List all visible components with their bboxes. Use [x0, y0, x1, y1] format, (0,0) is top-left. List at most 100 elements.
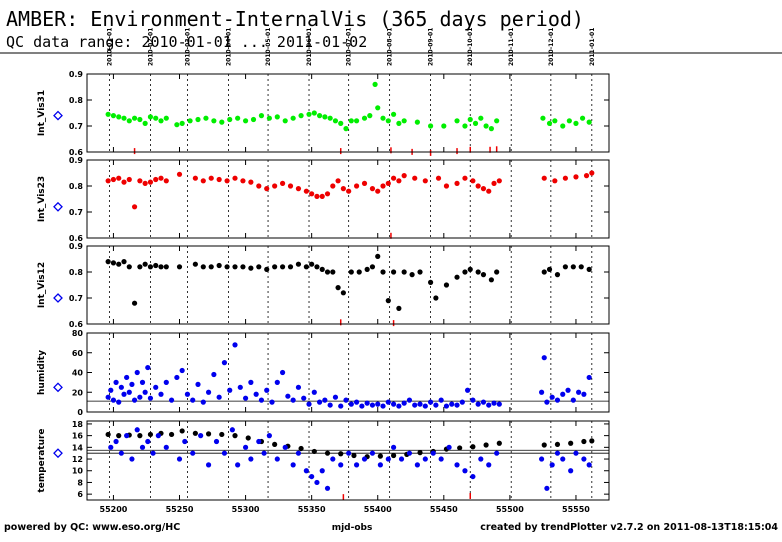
data-point: [232, 342, 238, 348]
data-point: [396, 403, 402, 409]
data-point: [105, 111, 111, 117]
data-point: [390, 175, 397, 181]
data-point: [464, 387, 471, 393]
data-point: [560, 123, 566, 129]
data-point: [248, 179, 254, 185]
data-point: [581, 391, 587, 397]
data-point: [353, 399, 360, 405]
data-point: [232, 433, 238, 439]
data-point: [108, 444, 114, 450]
data-point: [155, 433, 161, 439]
panel-humidity: 0 20 40 60 80 humidity: [37, 329, 610, 417]
y-tick-label: 0.6: [69, 148, 84, 157]
data-point: [581, 438, 587, 445]
data-point: [327, 115, 333, 121]
data-point: [544, 485, 550, 491]
data-point: [488, 277, 494, 283]
data-point: [295, 186, 302, 192]
month-label: 2010-04-01: [225, 28, 232, 66]
data-point: [240, 264, 246, 270]
data-point: [279, 180, 286, 186]
data-point: [335, 178, 341, 184]
page-subtitle: QC data range: 2010-01-01 ... 2011-01-02: [6, 33, 367, 51]
data-point: [377, 453, 383, 459]
data-point: [290, 397, 296, 403]
data-point: [406, 450, 413, 456]
data-point: [163, 115, 169, 121]
data-point: [539, 456, 545, 462]
data-point: [139, 379, 146, 385]
data-point: [375, 253, 381, 259]
data-point: [417, 269, 423, 275]
data-point: [369, 186, 376, 192]
data-point: [369, 264, 376, 270]
data-point: [486, 402, 492, 408]
data-point: [301, 395, 307, 401]
data-point: [248, 456, 254, 462]
data-point: [380, 115, 386, 121]
data-point: [467, 266, 473, 272]
y-tick-label: 14: [72, 443, 84, 452]
data-point: [475, 183, 481, 189]
y-tick-label: 12: [72, 455, 83, 464]
data-point: [242, 444, 249, 450]
data-point: [134, 369, 140, 376]
data-point: [568, 468, 574, 474]
data-point: [539, 389, 545, 395]
data-point: [470, 473, 476, 480]
data-point: [401, 173, 407, 179]
data-point: [158, 175, 164, 181]
data-point: [377, 462, 383, 468]
data-point: [279, 264, 286, 270]
data-point: [176, 264, 183, 270]
data-point: [396, 178, 402, 184]
data-point: [491, 400, 497, 406]
data-point: [324, 191, 331, 197]
data-point: [303, 468, 309, 474]
data-point: [195, 116, 201, 123]
data-point: [153, 384, 159, 390]
data-point: [414, 462, 420, 468]
plot-area: 2010-01-01 2010-02-01 2010-03-01 2010-04-01…: [37, 28, 610, 514]
data-point: [208, 264, 214, 270]
data-point: [153, 115, 159, 121]
data-point: [566, 118, 572, 124]
data-point: [483, 123, 489, 129]
data-point: [586, 462, 592, 468]
data-point: [552, 178, 558, 184]
data-point: [147, 395, 154, 401]
data-point: [118, 384, 124, 390]
data-point: [129, 381, 135, 387]
y-axis-label: temperature: [37, 428, 47, 492]
data-point: [131, 300, 138, 306]
data-point: [163, 444, 169, 450]
data-point: [438, 397, 444, 403]
data-point: [163, 264, 169, 270]
data-point: [573, 450, 579, 456]
data-point: [129, 456, 135, 462]
data-point: [361, 456, 368, 462]
data-point: [190, 397, 196, 403]
data-point: [311, 448, 317, 455]
data-point: [438, 456, 444, 462]
data-point: [470, 178, 476, 184]
data-point: [541, 355, 547, 361]
panel-temperature: 6 8 10 12 14 16 18 temperature: [37, 420, 610, 501]
data-point: [227, 116, 233, 123]
data-point: [361, 180, 368, 186]
data-point: [187, 118, 193, 124]
data-point: [137, 178, 143, 184]
data-point: [565, 387, 571, 393]
diamond-marker: [53, 201, 63, 212]
data-point: [216, 394, 222, 400]
data-point: [240, 178, 246, 184]
data-point: [467, 116, 473, 123]
data-point: [256, 264, 262, 270]
data-point: [353, 118, 360, 124]
data-point: [586, 266, 592, 272]
data-point: [266, 115, 272, 121]
data-point: [494, 118, 500, 124]
data-point: [454, 180, 460, 186]
data-point: [176, 171, 183, 177]
data-point: [390, 444, 397, 450]
